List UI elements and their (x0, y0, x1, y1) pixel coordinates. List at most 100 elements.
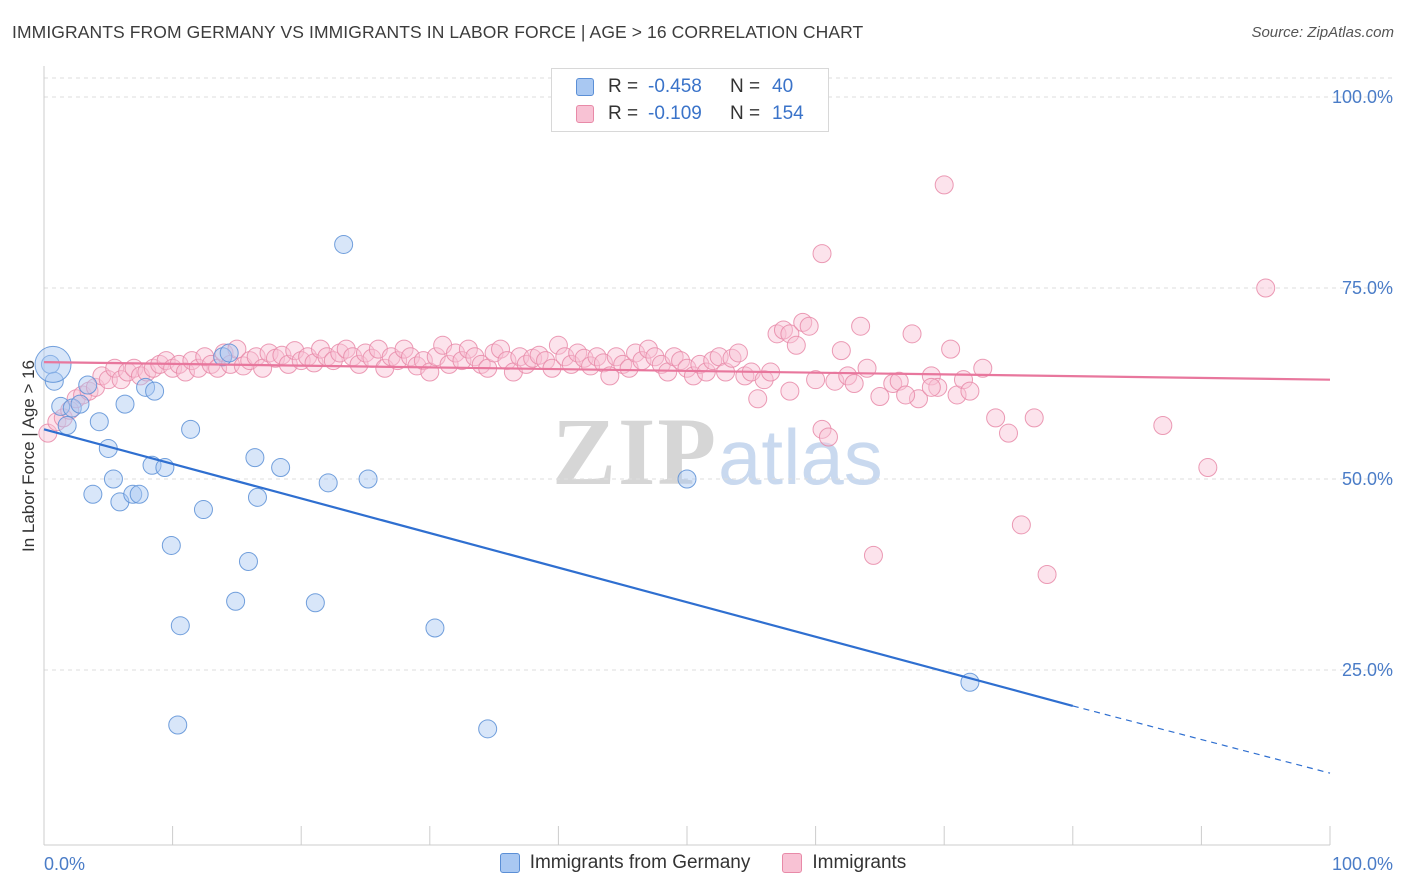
data-point (1256, 278, 1276, 298)
legend-swatch-germany (576, 78, 594, 96)
data-point (310, 339, 330, 359)
data-point (748, 389, 768, 409)
data-point (272, 345, 292, 365)
watermark: ZIPatlas (552, 404, 883, 500)
stats-legend: R = -0.458 N = 40 R = -0.109 N = 154 (551, 68, 829, 132)
data-point (78, 375, 98, 395)
data-point (908, 389, 928, 409)
data-point (851, 316, 871, 336)
y-tick-label: 75.0% (1342, 278, 1393, 298)
data-point (941, 339, 961, 359)
legend-n-label: N = (730, 103, 761, 124)
data-point (728, 343, 748, 363)
data-point (986, 408, 1006, 428)
watermark-zip: ZIP (552, 398, 719, 505)
data-point (70, 394, 90, 414)
data-point (465, 347, 485, 367)
data-point (161, 535, 181, 555)
data-point (401, 347, 421, 367)
data-point (812, 419, 832, 439)
data-point (677, 469, 697, 489)
series-swatch-germany (499, 853, 520, 873)
legend-row-immigrants: R = -0.109 N = 154 (576, 102, 804, 126)
axes (43, 66, 1331, 846)
series-legend: Immigrants from Germany Immigrants (0, 852, 1406, 874)
data-point (111, 370, 131, 390)
data-point (780, 324, 800, 344)
data-point (57, 416, 77, 436)
x-tick-label: 0.0% (44, 854, 85, 874)
trend-line (43, 428, 1074, 707)
data-point (226, 591, 246, 611)
data-point (129, 484, 149, 504)
data-point (219, 343, 239, 363)
legend-r-label: R = (608, 76, 639, 97)
data-point (780, 381, 800, 401)
trend-line-extension (1072, 705, 1331, 774)
data-point (863, 545, 883, 565)
data-point (812, 244, 832, 264)
data-point (145, 381, 165, 401)
x-tick-labels: 0.0% 100.0% (44, 854, 1393, 874)
data-point (600, 366, 620, 386)
data-point (425, 618, 445, 638)
data-point (626, 343, 646, 363)
data-point (446, 343, 466, 363)
data-point (529, 345, 549, 365)
data-point (388, 351, 408, 371)
series-swatch-immigrants (782, 853, 803, 873)
data-point (452, 351, 472, 371)
data-point (238, 552, 258, 572)
data-point (103, 469, 123, 489)
data-point (1024, 408, 1044, 428)
data-point (245, 448, 265, 468)
data-point (305, 593, 325, 613)
data-point (928, 377, 948, 397)
data-point (318, 473, 338, 493)
data-point (818, 427, 838, 447)
series-label-germany: Immigrants from Germany (529, 852, 751, 873)
legend-row-germany: R = -0.458 N = 40 (576, 75, 793, 99)
data-point (838, 366, 858, 386)
data-point (89, 412, 109, 432)
legend-r-value: -0.109 (648, 103, 702, 124)
legend-n-value: 154 (772, 103, 804, 124)
data-point (1153, 416, 1173, 436)
data-point (844, 374, 864, 393)
y-axis-title: In Labor Force | Age > 16 (19, 360, 38, 552)
y-tick-labels: 25.0% 50.0% 75.0% 100.0% (1332, 87, 1393, 680)
data-point (671, 351, 691, 371)
data-point (934, 175, 954, 195)
legend-r-label: R = (608, 103, 639, 124)
source-label: Source: ZipAtlas.com (1251, 24, 1394, 41)
legend-r-value: -0.458 (648, 76, 702, 97)
data-point (690, 354, 710, 374)
data-point (83, 484, 103, 504)
data-point (1037, 565, 1057, 584)
data-point (902, 324, 922, 344)
series-legend-germany: Immigrants from Germany (499, 852, 751, 874)
data-point (181, 419, 201, 439)
data-point (1011, 515, 1031, 535)
data-point (999, 423, 1018, 443)
data-point (722, 348, 742, 368)
legend-n-value: 40 (772, 76, 794, 97)
y-tick-label: 100.0% (1332, 87, 1393, 107)
data-point (786, 335, 806, 355)
data-point (921, 366, 941, 386)
data-point (677, 358, 697, 378)
data-point (568, 343, 588, 363)
legend-swatch-immigrants (576, 105, 594, 123)
data-point (170, 616, 190, 636)
legend-n-label: N = (730, 76, 761, 97)
data-point (334, 234, 354, 254)
data-point (123, 484, 143, 504)
data-point (394, 339, 414, 359)
data-point (413, 351, 433, 371)
data-point (34, 345, 72, 383)
data-points (34, 175, 1276, 739)
data-point (831, 341, 851, 361)
x-tick-label: 100.0% (1332, 854, 1393, 874)
y-tick-label: 50.0% (1342, 469, 1393, 489)
data-point (115, 394, 135, 414)
